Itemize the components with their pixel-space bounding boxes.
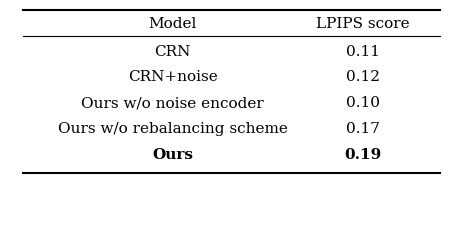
Text: Ours w/o rebalancing scheme: Ours w/o rebalancing scheme [58,122,287,135]
Text: 0.17: 0.17 [346,122,380,135]
Text: Ours: Ours [152,147,193,161]
Text: CRN: CRN [154,45,191,58]
Text: CRN+noise: CRN+noise [128,70,217,84]
Text: 0.11: 0.11 [346,45,380,58]
Text: Model: Model [148,17,197,31]
Text: 0.19: 0.19 [345,147,382,161]
Text: Ours w/o noise encoder: Ours w/o noise encoder [81,96,264,110]
Text: 0.10: 0.10 [346,96,380,110]
Text: 0.12: 0.12 [346,70,380,84]
Text: LPIPS score: LPIPS score [316,17,410,31]
